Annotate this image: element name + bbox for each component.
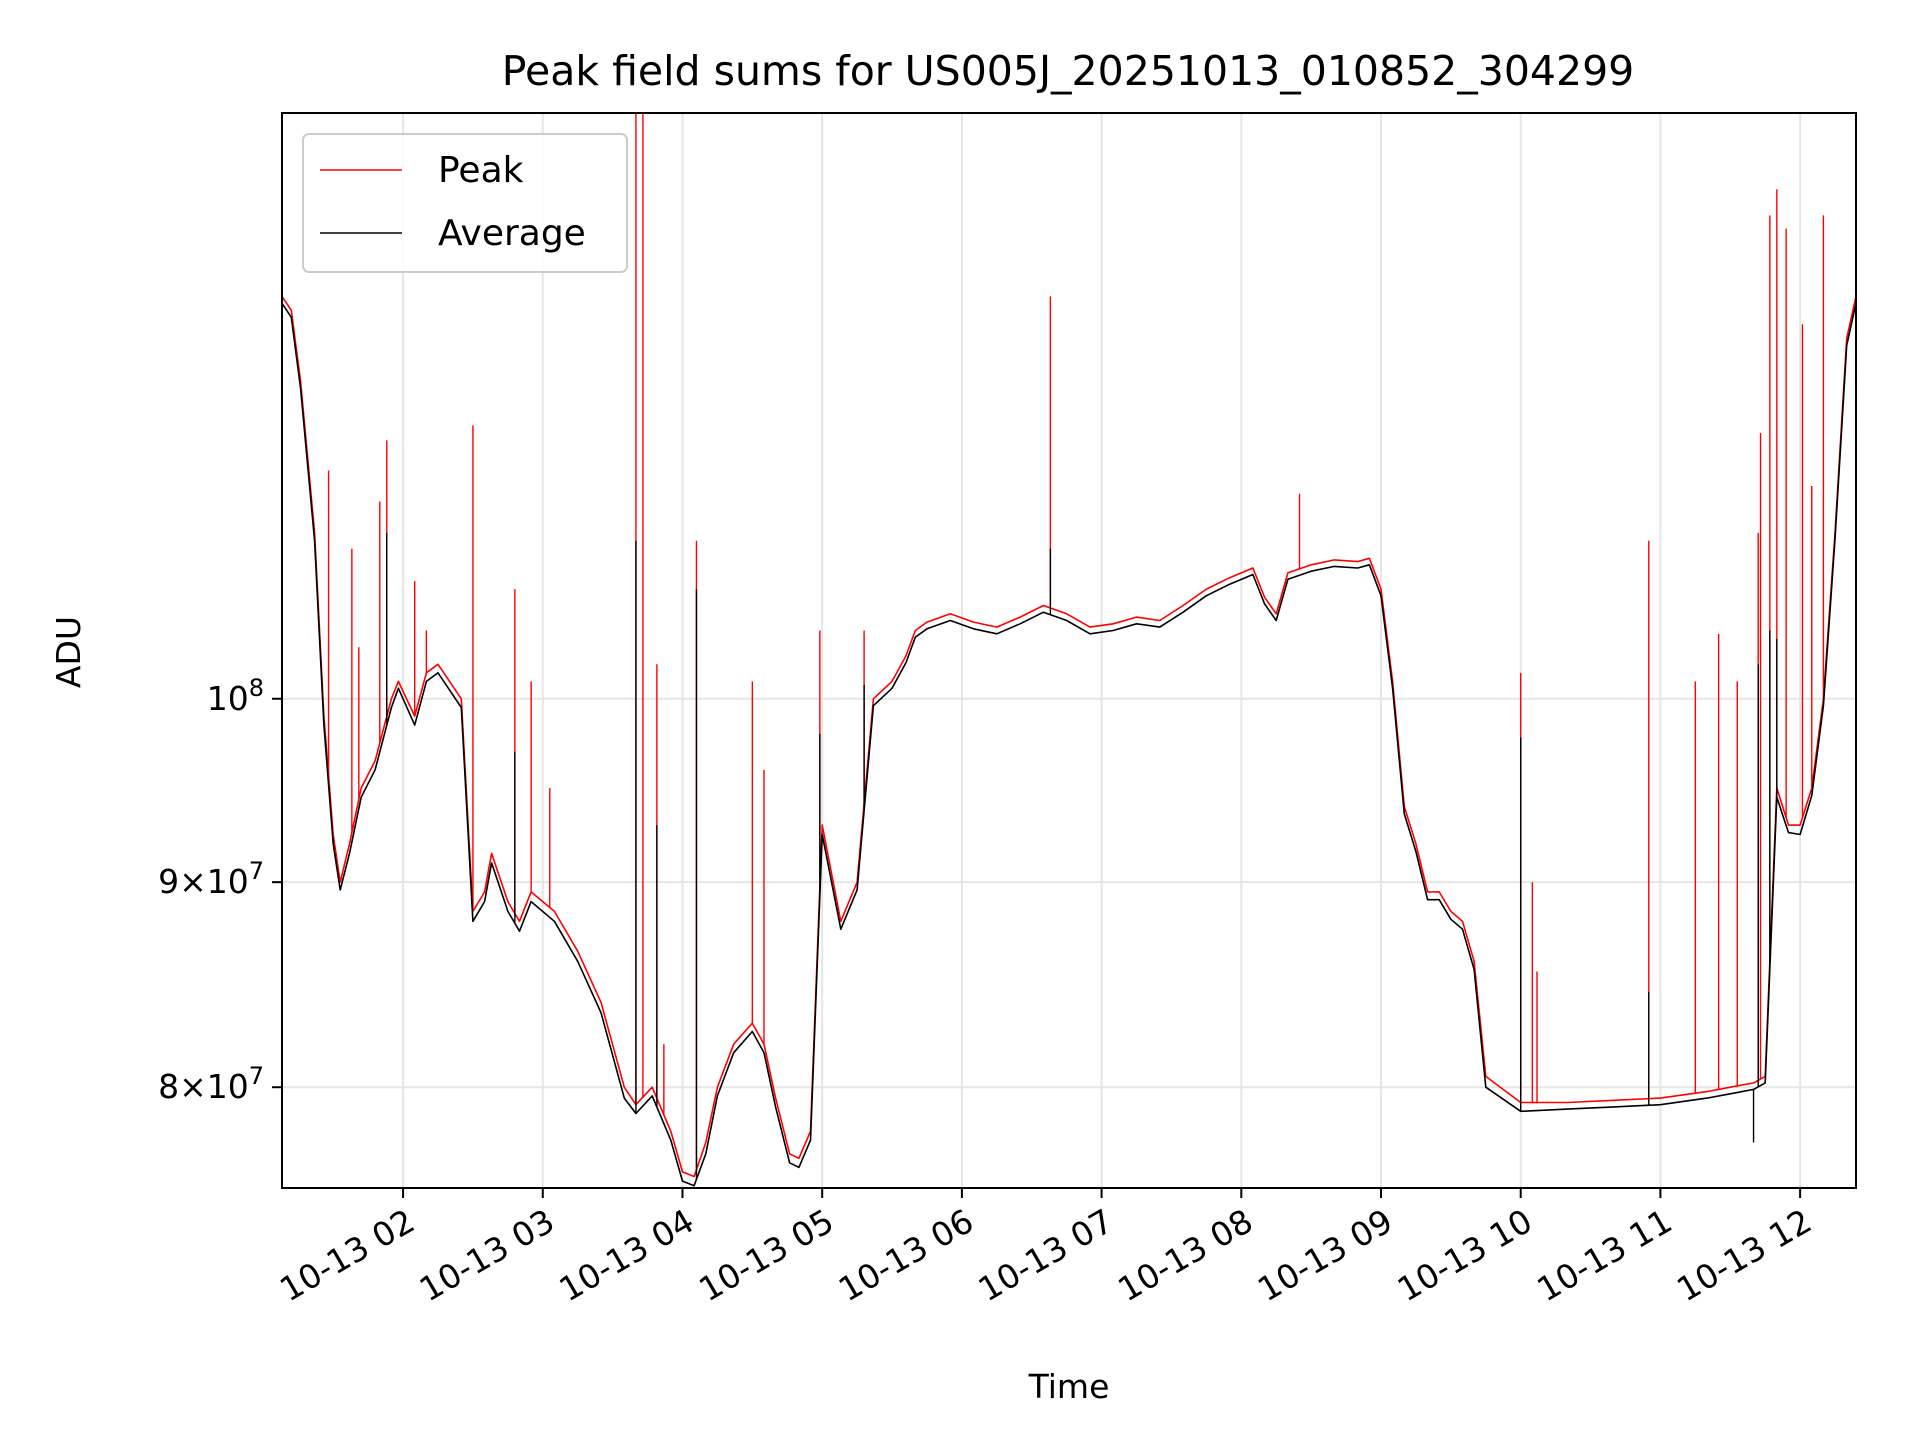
x-axis-title: Time (1028, 1367, 1110, 1406)
legend-peak-label: Peak (438, 150, 524, 191)
plot-area (281, 113, 1857, 1187)
series-peak-line (281, 295, 1857, 1178)
y-tick-label: 8×107 (158, 1062, 264, 1106)
chart-title: Peak field sums for US005J_20251013_0108… (502, 47, 1635, 95)
plot-frame (281, 112, 1857, 1189)
legend-average-label: Average (438, 213, 586, 254)
legend: Peak Average (302, 133, 628, 273)
grid (282, 113, 1856, 1188)
y-tick-label: 9×107 (158, 857, 264, 901)
legend-box (302, 133, 628, 273)
series-average-line (281, 302, 1857, 1187)
y-axis-title: ADU (49, 616, 88, 688)
